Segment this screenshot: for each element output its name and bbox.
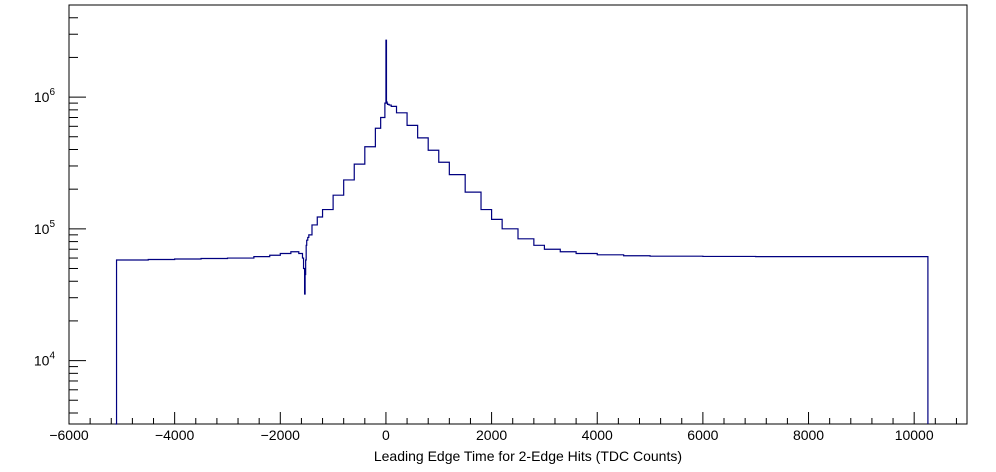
- x-tick-label: 0: [382, 427, 390, 443]
- x-tick-label: −4000: [155, 427, 195, 443]
- x-tick-label: 10000: [895, 427, 934, 443]
- x-tick-label: 6000: [687, 427, 718, 443]
- y-tick-label: 106: [34, 87, 56, 105]
- plot-frame: [68, 4, 968, 425]
- histogram-series-line: [115, 39, 929, 425]
- x-axis-tick-labels: −6000 −4000 −2000 0 2000 4000 6000 8000 10000: [49, 427, 934, 443]
- y-axis-tick-labels: 104 105 106: [34, 87, 56, 368]
- x-tick-label: 2000: [476, 427, 507, 443]
- x-axis-title: Leading Edge Time for 2-Edge Hits (TDC C…: [374, 448, 682, 464]
- x-tick-label: 8000: [793, 427, 824, 443]
- x-tick-label: −6000: [49, 427, 89, 443]
- y-axis-ticks: [69, 4, 86, 414]
- y-tick-label: 105: [34, 219, 56, 237]
- y-tick-label: 104: [34, 351, 56, 369]
- x-axis-ticks: [68, 412, 957, 424]
- x-tick-label: 4000: [582, 427, 613, 443]
- series-group: [115, 39, 929, 425]
- x-tick-label: −2000: [261, 427, 301, 443]
